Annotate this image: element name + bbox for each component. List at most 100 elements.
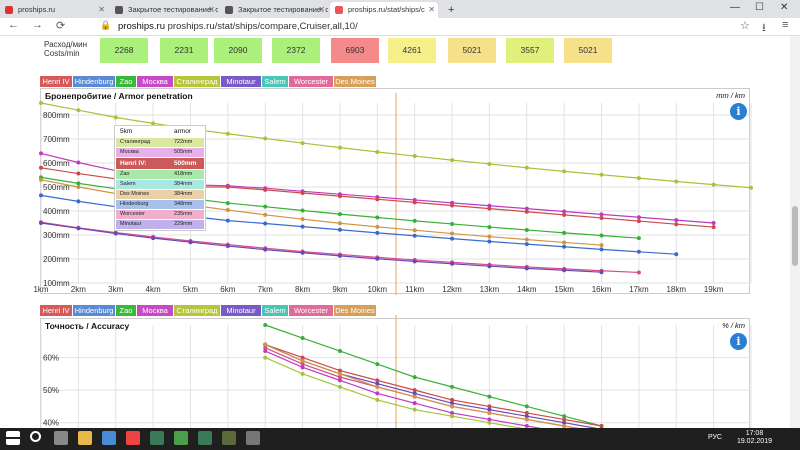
cost-cell: 2268 xyxy=(100,38,148,63)
wot-icon[interactable] xyxy=(222,431,236,445)
browser-tab-2[interactable]: Закрытое тестирование. с ✕ xyxy=(220,2,328,18)
legend-item[interactable]: Henri IV xyxy=(40,76,72,87)
yandex-browser-icon[interactable] xyxy=(126,431,140,445)
tooltip-ship-name: Сталинград xyxy=(120,139,151,145)
page-scrollbar[interactable] xyxy=(790,36,800,428)
cost-cell: 2372 xyxy=(272,38,320,63)
data-point xyxy=(487,417,492,422)
tooltip-row: Москва 505mm xyxy=(116,148,204,157)
game-icon[interactable] xyxy=(246,431,260,445)
data-point xyxy=(450,231,455,236)
browser-tab-bar: proships.ru ✕ Закрытое тестирование. с ✕ Зак… xyxy=(0,0,800,18)
tooltip-ship-value: 235mm xyxy=(174,211,193,217)
data-point xyxy=(263,204,268,209)
reload-icon[interactable]: ⟳ xyxy=(56,20,66,32)
legend-item[interactable]: Москва xyxy=(137,76,173,87)
browser-tab-1[interactable]: Закрытое тестирование. с ✕ xyxy=(110,2,218,18)
legend-item[interactable]: Москва xyxy=(137,305,173,316)
menu-icon[interactable]: ≡ xyxy=(782,19,789,31)
info-icon[interactable]: i xyxy=(730,103,747,120)
browser-tab-3[interactable]: proships.ru/stat/ships/c ✕ xyxy=(330,2,438,18)
tooltip-row: Salem 384mm xyxy=(116,180,204,189)
legend-item[interactable]: Des Moines xyxy=(334,305,376,316)
file-explorer-icon[interactable] xyxy=(78,431,92,445)
star-icon[interactable]: ☆ xyxy=(740,20,750,32)
data-point xyxy=(599,423,604,428)
legend-item[interactable]: Des Moines xyxy=(334,76,376,87)
legend-item[interactable]: Henri IV xyxy=(40,305,72,316)
y-tick-label: 40% xyxy=(43,419,59,428)
tab-close-icon[interactable]: ✕ xyxy=(428,5,435,14)
windows-icon[interactable] xyxy=(6,431,20,445)
data-point xyxy=(487,161,492,166)
legend-item[interactable]: Salem xyxy=(262,305,288,316)
data-point xyxy=(225,244,230,249)
keyboard-language[interactable]: РУС xyxy=(707,434,722,441)
data-point xyxy=(76,108,81,113)
legend-item[interactable]: Hindenburg xyxy=(73,305,115,316)
data-point xyxy=(674,252,679,257)
legend-item[interactable]: Worcester xyxy=(289,305,333,316)
wows-icon[interactable] xyxy=(150,431,164,445)
cost-cell: 3557 xyxy=(506,38,554,63)
chrome-icon[interactable] xyxy=(174,431,188,445)
legend-item[interactable]: Zao xyxy=(116,305,136,316)
x-tick-label: 1km xyxy=(33,285,48,294)
data-point xyxy=(562,240,567,245)
tooltip-ship-value: 418mm xyxy=(174,171,193,177)
legend-item[interactable]: Salem xyxy=(262,76,288,87)
info-icon-2[interactable]: i xyxy=(730,333,747,350)
cost-cell: 2090 xyxy=(214,38,262,63)
data-point xyxy=(450,410,455,415)
tooltip-ship-name: Hindenburg xyxy=(120,201,149,207)
data-point xyxy=(263,349,268,354)
data-point xyxy=(337,371,342,376)
data-point xyxy=(487,225,492,230)
data-point xyxy=(39,193,43,198)
x-tick-label: 7km xyxy=(258,285,273,294)
minimize-button[interactable]: — xyxy=(730,2,740,13)
data-point xyxy=(300,365,305,370)
tab-close-icon[interactable]: ✕ xyxy=(98,5,105,14)
address-bar[interactable]: proships.ru proships.ru/stat/ships/compa… xyxy=(118,19,358,35)
data-point xyxy=(375,381,380,386)
system-clock[interactable]: 17:08 19.02.2019 xyxy=(737,430,772,446)
data-point xyxy=(524,227,529,232)
legend-item[interactable]: Hindenburg xyxy=(73,76,115,87)
store-icon[interactable] xyxy=(102,431,116,445)
close-window-button[interactable]: ✕ xyxy=(780,2,789,13)
legend-item[interactable]: Zao xyxy=(116,76,136,87)
data-point xyxy=(76,185,81,189)
data-point xyxy=(300,217,305,222)
data-point xyxy=(487,264,492,269)
legend-item[interactable]: Сталинград xyxy=(174,305,220,316)
back-icon[interactable]: ← xyxy=(8,19,19,31)
calculator-icon[interactable] xyxy=(54,431,68,445)
legend-item[interactable]: Сталинград xyxy=(174,76,220,87)
tab-close-icon[interactable]: ✕ xyxy=(208,5,215,14)
legend-item[interactable]: Worcester xyxy=(289,76,333,87)
search-icon[interactable] xyxy=(30,431,41,442)
tab-close-icon[interactable]: ✕ xyxy=(318,5,325,14)
new-tab-button[interactable]: + xyxy=(448,4,455,16)
legend-item[interactable]: Minotaur xyxy=(221,76,261,87)
forward-icon[interactable]: → xyxy=(32,19,43,31)
data-point xyxy=(412,154,417,159)
data-point xyxy=(412,218,417,223)
data-point xyxy=(412,394,417,399)
series-line xyxy=(265,324,602,427)
data-point xyxy=(599,172,604,177)
data-point xyxy=(337,221,342,226)
wows-icon-2[interactable] xyxy=(198,431,212,445)
legend-item[interactable]: Minotaur xyxy=(221,305,261,316)
armor-chart-title: Бронепробитие / Armor penetration xyxy=(45,91,193,101)
browser-tab-0[interactable]: proships.ru ✕ xyxy=(0,2,108,18)
maximize-button[interactable]: ☐ xyxy=(755,2,764,13)
scrollbar-thumb[interactable] xyxy=(792,206,798,266)
cost-label: Расход/мин Costs/min xyxy=(44,40,87,58)
data-point xyxy=(263,247,268,252)
y-tick-label: 500mm xyxy=(43,183,70,192)
download-icon[interactable]: ⭳ xyxy=(762,22,766,34)
page-content: Расход/мин Costs/min 2268 2231 2090 2372 690… xyxy=(0,36,790,428)
data-point xyxy=(524,209,529,214)
